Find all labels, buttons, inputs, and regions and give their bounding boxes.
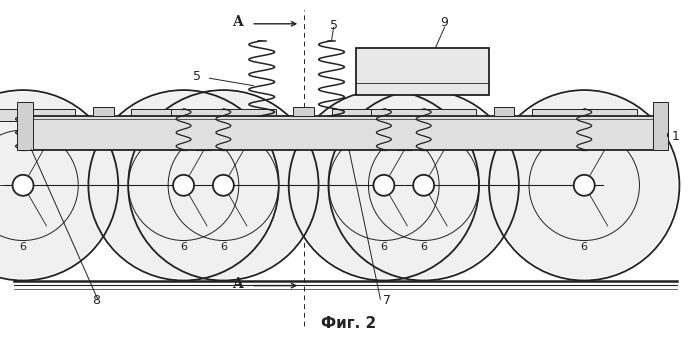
- Ellipse shape: [213, 175, 234, 196]
- Text: 8: 8: [91, 294, 100, 307]
- Bar: [17, 102, 33, 150]
- Text: 1: 1: [671, 130, 679, 142]
- Text: 6: 6: [380, 242, 387, 252]
- Ellipse shape: [330, 92, 517, 278]
- Text: 6: 6: [420, 242, 427, 252]
- Bar: [653, 102, 668, 150]
- Text: 6: 6: [180, 242, 187, 252]
- Bar: [171, 109, 276, 121]
- Text: 6: 6: [20, 242, 27, 252]
- Text: 9: 9: [440, 16, 449, 29]
- Bar: [0, 109, 75, 121]
- Text: 6: 6: [220, 242, 227, 252]
- Ellipse shape: [0, 92, 117, 278]
- Ellipse shape: [413, 175, 434, 196]
- Bar: [93, 107, 114, 116]
- Ellipse shape: [13, 175, 34, 196]
- Bar: [332, 109, 436, 121]
- Text: A: A: [232, 277, 243, 291]
- Ellipse shape: [491, 92, 678, 278]
- Text: 6: 6: [581, 242, 588, 252]
- Text: 7: 7: [383, 294, 392, 307]
- Ellipse shape: [130, 92, 317, 278]
- Ellipse shape: [90, 92, 277, 278]
- Bar: [293, 107, 314, 116]
- Bar: [371, 109, 476, 121]
- Bar: [356, 48, 489, 95]
- Text: Фиг. 2: Фиг. 2: [321, 317, 377, 332]
- Bar: [24, 116, 660, 150]
- Ellipse shape: [373, 175, 394, 196]
- Text: 5: 5: [329, 19, 338, 32]
- Bar: [131, 109, 236, 121]
- Text: 5: 5: [193, 70, 201, 83]
- Bar: [532, 109, 637, 121]
- Text: A: A: [232, 15, 243, 29]
- Ellipse shape: [173, 175, 194, 196]
- Ellipse shape: [290, 92, 477, 278]
- Ellipse shape: [574, 175, 595, 196]
- Bar: [493, 107, 514, 116]
